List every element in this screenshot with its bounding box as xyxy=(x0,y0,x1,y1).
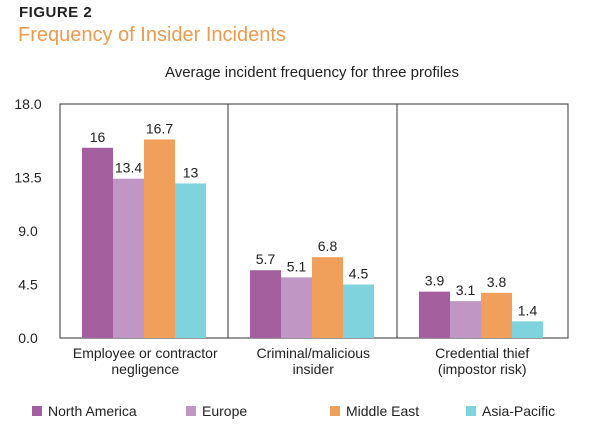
bar-europe xyxy=(113,178,144,338)
bar-middle-east xyxy=(312,257,343,338)
bar-north-america xyxy=(250,270,281,338)
bars xyxy=(82,139,543,338)
bar-asia-pacific xyxy=(343,284,374,338)
data-label: 5.1 xyxy=(287,258,307,274)
data-label: 5.7 xyxy=(256,251,276,267)
category-label: Credential thief xyxy=(435,345,529,361)
data-label: 3.9 xyxy=(425,273,445,289)
bar-middle-east xyxy=(481,292,512,338)
legend-label: Middle East xyxy=(346,403,419,419)
bar-asia-pacific xyxy=(512,321,543,338)
category-label: Employee or contractor xyxy=(73,345,218,361)
bar-north-america xyxy=(419,291,450,338)
category-label: Criminal/malicious xyxy=(256,345,370,361)
data-label: 16.7 xyxy=(146,120,173,136)
y-tick-label: 18.0 xyxy=(14,96,41,112)
category-label: insider xyxy=(293,361,335,377)
data-label: 13.4 xyxy=(115,160,142,176)
legend-swatch-north-america xyxy=(32,406,42,416)
figure-label: FIGURE 2 xyxy=(19,4,93,21)
bar-asia-pacific xyxy=(175,183,206,338)
data-labels: 16 13.4 16.7 13 5.7 5.1 6.8 4.5 3.9 3.1 3.8 1.4 xyxy=(90,120,538,318)
bar-europe xyxy=(450,301,481,338)
y-tick-label: 13.5 xyxy=(14,170,41,186)
legend: North America Europe Middle East Asia-Pacif… xyxy=(32,403,555,419)
legend-swatch-asia-pacific xyxy=(466,406,476,416)
data-label: 16 xyxy=(90,129,106,145)
legend-label: North America xyxy=(48,403,137,419)
y-tick-label: 9.0 xyxy=(18,223,38,239)
legend-label: Europe xyxy=(202,403,247,419)
category-label: (impostor risk) xyxy=(438,361,527,377)
legend-swatch-europe xyxy=(186,406,196,416)
data-label: 1.4 xyxy=(518,302,538,318)
data-label: 3.1 xyxy=(456,282,476,298)
y-tick-label: 4.5 xyxy=(18,277,38,293)
bar-europe xyxy=(281,277,312,338)
data-label: 6.8 xyxy=(318,238,338,254)
data-label: 13 xyxy=(183,164,199,180)
bar-middle-east xyxy=(144,139,175,338)
chart-title: Average incident frequency for three pro… xyxy=(165,64,459,81)
figure-title: Frequency of Insider Incidents xyxy=(18,24,286,46)
data-label: 3.8 xyxy=(487,274,507,290)
y-tick-label: 0.0 xyxy=(18,330,38,346)
category-label: negligence xyxy=(111,361,179,377)
bar-north-america xyxy=(82,147,113,338)
legend-swatch-middle-east xyxy=(330,406,340,416)
y-axis-ticks: 0.0 4.5 9.0 13.5 18.0 xyxy=(14,96,41,346)
legend-label: Asia-Pacific xyxy=(482,403,555,419)
data-label: 4.5 xyxy=(349,266,369,282)
